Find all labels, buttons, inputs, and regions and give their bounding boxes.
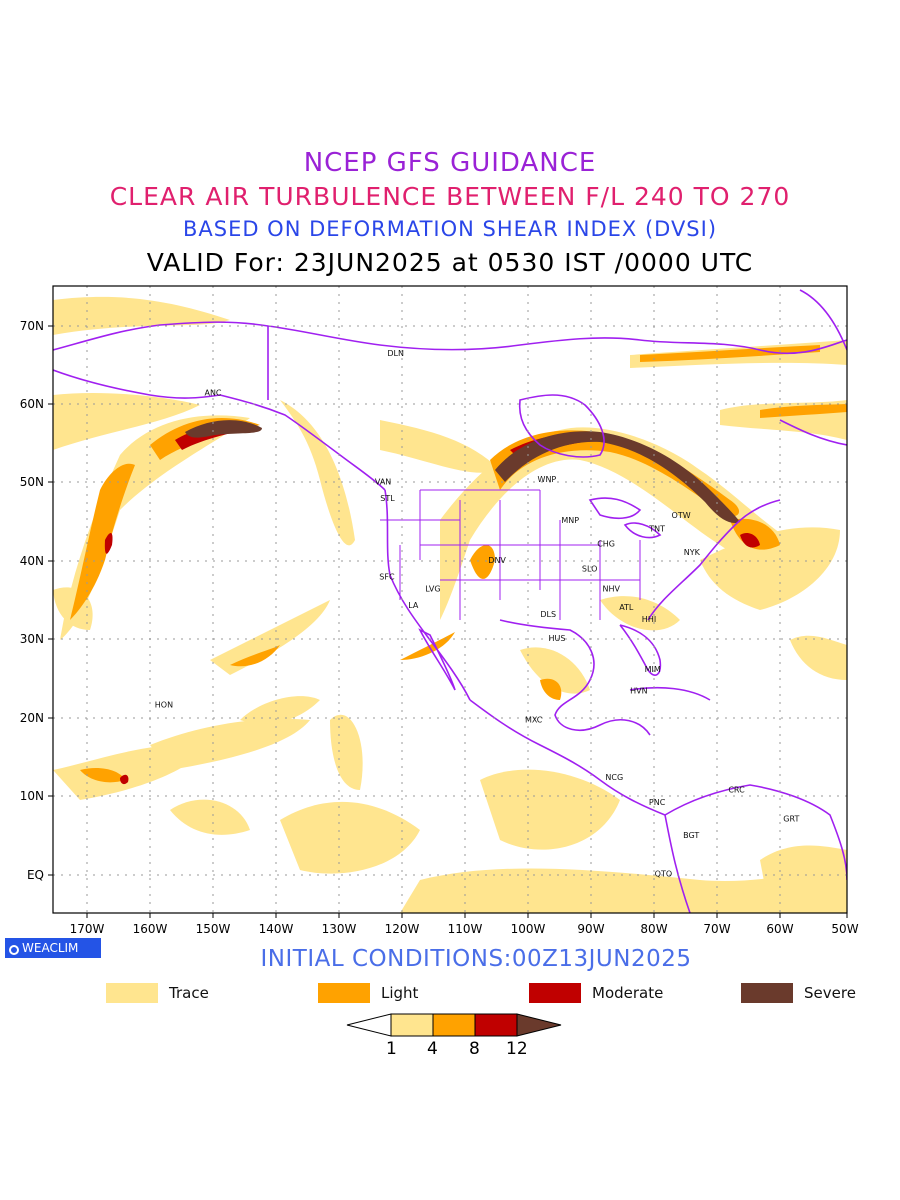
coastlines-and-borders bbox=[53, 289, 847, 913]
legend-swatch bbox=[106, 983, 158, 1003]
colorbar-tick: 1 bbox=[386, 1039, 397, 1059]
station-label: HUS bbox=[549, 634, 566, 643]
colorbar-tick: 8 bbox=[469, 1039, 480, 1059]
station-labels: DLN ANC VAN STL WNP OTW MNP TNT CHG NYK DNV SFC SLO L… bbox=[155, 349, 800, 878]
legend-label: Trace bbox=[169, 984, 209, 1002]
station-label: SFC bbox=[379, 573, 395, 582]
colorbar-over-triangle bbox=[516, 1013, 562, 1037]
station-label: QTO bbox=[655, 870, 672, 879]
colorbar bbox=[346, 1013, 562, 1037]
station-label: HVN bbox=[630, 686, 647, 695]
station-label: HON bbox=[155, 701, 173, 710]
state-boundaries bbox=[380, 489, 641, 620]
colorbar-cell-moderate bbox=[474, 1013, 518, 1037]
station-label: CHG bbox=[597, 540, 615, 549]
legend-label: Moderate bbox=[592, 984, 664, 1002]
legend-swatch bbox=[318, 983, 370, 1003]
axis-ticks bbox=[48, 325, 848, 918]
map-frame bbox=[52, 285, 848, 914]
trace-turbulence-areas bbox=[53, 296, 847, 913]
logo-ring-icon bbox=[9, 945, 19, 955]
station-label: NYK bbox=[684, 548, 701, 557]
lat-label: 10N bbox=[20, 789, 44, 803]
legend-swatch bbox=[529, 983, 581, 1003]
title-model: NCEP GFS GUIDANCE bbox=[303, 148, 597, 178]
lon-label: 110W bbox=[448, 922, 483, 936]
lon-label: 130W bbox=[322, 922, 357, 936]
station-label: LVG bbox=[425, 584, 440, 593]
station-label: LA bbox=[408, 601, 419, 610]
station-label: SLO bbox=[582, 565, 598, 574]
lon-label: 60W bbox=[766, 922, 793, 936]
colorbar-cell-light bbox=[432, 1013, 476, 1037]
station-label: NHV bbox=[602, 584, 620, 593]
lat-label: 50N bbox=[20, 475, 44, 489]
lon-label: 90W bbox=[577, 922, 604, 936]
initial-conditions: INITIAL CONDITIONS:00Z13JUN2025 bbox=[260, 946, 692, 972]
station-label: MIM bbox=[645, 665, 661, 674]
station-label: TNT bbox=[648, 525, 665, 534]
lat-label: 40N bbox=[20, 554, 44, 568]
latitude-labels: 70N 60N 50N 40N 30N 20N 10N EQ bbox=[20, 319, 44, 882]
lon-label: 150W bbox=[196, 922, 231, 936]
lon-label: 120W bbox=[385, 922, 420, 936]
title-product: CLEAR AIR TURBULENCE BETWEEN F/L 240 TO … bbox=[109, 182, 791, 211]
station-label: DNV bbox=[488, 556, 506, 565]
station-label: STL bbox=[380, 494, 395, 503]
lon-label: 50W bbox=[831, 922, 858, 936]
legend-swatch bbox=[741, 983, 793, 1003]
colorbar-cell-trace bbox=[390, 1013, 434, 1037]
station-label: BGT bbox=[683, 831, 699, 840]
lat-label: 60N bbox=[20, 397, 44, 411]
title-valid-time: VALID For: 23JUN2025 at 0530 IST /0000 U… bbox=[146, 248, 754, 277]
station-label: MXC bbox=[525, 716, 543, 725]
lat-label: 20N bbox=[20, 711, 44, 725]
colorbar-under-triangle bbox=[346, 1013, 392, 1037]
weaclim-logo: WEACLIM bbox=[5, 938, 101, 958]
station-label: OTW bbox=[672, 511, 691, 520]
station-label: HHI bbox=[642, 615, 656, 624]
station-label: PNC bbox=[649, 798, 666, 807]
lon-label: 160W bbox=[133, 922, 168, 936]
longitude-labels: 170W 160W 150W 140W 130W 120W 110W 100W … bbox=[70, 922, 859, 936]
lat-label: 70N bbox=[20, 319, 44, 333]
lon-label: 70W bbox=[703, 922, 730, 936]
station-label: NCG bbox=[605, 773, 623, 782]
station-label: WNP bbox=[538, 475, 557, 484]
lat-label: EQ bbox=[27, 868, 44, 882]
legend-label: Light bbox=[381, 984, 419, 1002]
station-label: CRC bbox=[728, 786, 745, 795]
colorbar-tick: 12 bbox=[506, 1039, 528, 1059]
station-label: ANC bbox=[204, 389, 221, 398]
map-background bbox=[53, 286, 847, 913]
lon-label: 80W bbox=[640, 922, 667, 936]
station-label: DLS bbox=[540, 610, 556, 619]
station-label: MNP bbox=[561, 516, 579, 525]
brand-label: WEACLIM bbox=[22, 941, 79, 955]
legend-label: Severe bbox=[804, 984, 856, 1002]
station-label: VAN bbox=[375, 477, 391, 486]
lon-label: 100W bbox=[511, 922, 546, 936]
lon-label: 140W bbox=[259, 922, 294, 936]
station-label: GRT bbox=[783, 815, 799, 824]
lon-label: 170W bbox=[70, 922, 105, 936]
title-method: BASED ON DEFORMATION SHEAR INDEX (DVSI) bbox=[182, 217, 718, 241]
lat-lon-grid bbox=[53, 286, 847, 913]
colorbar-tick: 4 bbox=[427, 1039, 438, 1059]
station-label: DLN bbox=[387, 349, 404, 358]
severe-turbulence-areas bbox=[185, 420, 740, 524]
lat-label: 30N bbox=[20, 632, 44, 646]
station-label: ATL bbox=[619, 603, 634, 612]
